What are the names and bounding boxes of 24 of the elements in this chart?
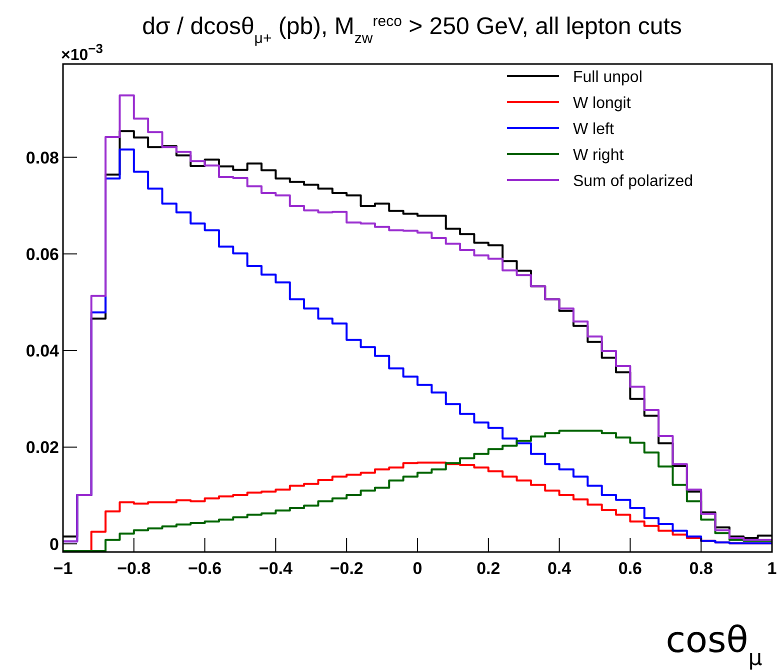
x-tick-label: 1 <box>767 559 777 578</box>
legend-label: W right <box>573 147 624 164</box>
chart-title: dσ / dcosθ$_{μ+}$ (pb), M$_{zw}$$^{reco}$ > 250 GeV, all lepton cuts <box>142 12 682 46</box>
x-tick-label: −1 <box>53 559 73 578</box>
x-tick-label: 0.4 <box>547 559 572 578</box>
y-tick-label: 0.02 <box>26 438 59 458</box>
x-tick-label: 0.2 <box>476 559 500 578</box>
x-tick-label: 0.8 <box>689 559 713 578</box>
x-axis-title: cosθ$_{μ}$ <box>666 620 762 670</box>
x-tick-label: −0.6 <box>188 559 222 578</box>
x-tick-label: −0.8 <box>117 559 151 578</box>
legend-label: Full unpol <box>573 69 642 86</box>
y-tick-label: 0.08 <box>26 148 59 168</box>
legend-label: Sum of polarized <box>573 173 694 190</box>
y-tick-label: 0.04 <box>26 342 60 361</box>
x-tick-label: 0.6 <box>618 559 642 578</box>
x-tick-label: 0 <box>412 559 422 578</box>
legend-label: W longit <box>573 95 632 112</box>
x-tick-label: −0.2 <box>330 559 364 578</box>
y-tick-label: 0.06 <box>26 244 59 264</box>
annotation: ×10$^{−3}$ <box>61 40 103 64</box>
x-tick-label: −0.4 <box>258 559 294 578</box>
y-tick-label: 0 <box>50 534 59 554</box>
legend-label: W left <box>573 121 614 138</box>
